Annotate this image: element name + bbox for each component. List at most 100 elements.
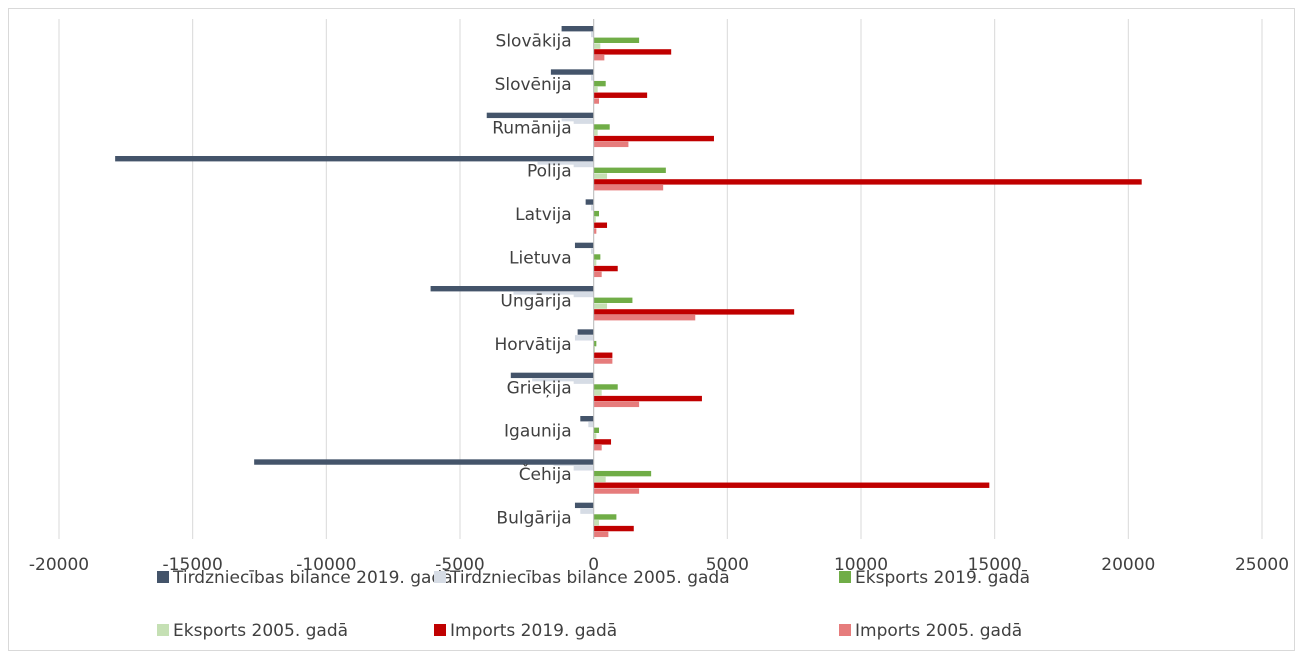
bar-griekija-imports-2019-gada	[593, 395, 702, 402]
bar-ungarija-eksports-2019-gada	[593, 297, 633, 303]
bar-rumanija-eksports-2005-gada	[593, 130, 598, 136]
bar-latvija-tirdzniecibas-bilance-2005-gada	[590, 205, 594, 211]
bar-slovenija-tirdzniecibas-bilance-2005-gada	[590, 75, 594, 81]
category-label-lietuva: Lietuva	[509, 248, 572, 268]
category-label-polija: Polija	[527, 162, 572, 182]
bar-polija-tirdzniecibas-bilance-2005-gada	[537, 161, 594, 168]
x-tick-labels: -20000 -15000 -10000 -5000 0 5000 10000 15000 20…	[29, 555, 1289, 575]
bar-bulgarija-imports-2005-gada	[593, 531, 609, 538]
category-label-bg	[492, 78, 574, 93]
bar-slovenija-tirdzniecibas-bilance-2019-gada	[550, 69, 594, 75]
bar-polija-eksports-2005-gada	[593, 173, 608, 179]
legend-item-eksports-2005-gada: Eksports 2005. gadā	[157, 621, 348, 641]
bar-lietuva-imports-2005-gada	[593, 271, 602, 278]
x-tick-label: -15000	[163, 555, 223, 575]
legend-label: Imports 2019. gadā	[450, 621, 617, 641]
category-label-bg	[490, 121, 574, 137]
bar-polija-tirdzniecibas-bilance-2019-gada	[115, 156, 594, 162]
bar-cehija-eksports-2019-gada	[593, 470, 652, 477]
bar-polija-imports-2019-gada	[593, 179, 1142, 185]
bar-slovenija-eksports-2005-gada	[593, 86, 598, 93]
bar-slovenija-eksports-2019-gada	[593, 80, 606, 87]
bar-griekija-tirdzniecibas-bilance-2005-gada	[532, 378, 594, 384]
legend: Tirdzniecības bilance 2019. gadāTirdznie…	[157, 568, 1030, 641]
gridlines	[58, 19, 1263, 539]
category-group-ungarija	[430, 286, 795, 321]
bar-bulgarija-eksports-2005-gada	[593, 520, 600, 526]
category-group-slovenija	[550, 69, 648, 104]
category-label-bg	[494, 511, 574, 527]
bar-igaunija-tirdzniecibas-bilance-2019-gada	[580, 416, 594, 422]
category-group-cehija	[254, 459, 990, 494]
bar-igaunija-imports-2005-gada	[593, 445, 602, 451]
legend-item-tirdzniecibas-bilance-2019-gada: Tirdzniecības bilance 2019. gadā	[157, 568, 453, 588]
bar-ungarija-imports-2019-gada	[593, 309, 795, 315]
bar-lietuva-tirdzniecibas-bilance-2005-gada	[590, 248, 594, 254]
bar-bulgarija-tirdzniecibas-bilance-2019-gada	[574, 502, 594, 509]
category-label-bg	[525, 164, 574, 180]
bar-lietuva-imports-2019-gada	[593, 265, 618, 272]
bar-slovakija-eksports-2019-gada	[593, 37, 640, 43]
chart-frame: Slovākija Slovēnija Rumānija Polija Latvija L…	[8, 8, 1295, 651]
legend-item-eksports-2019-gada: Eksports 2019. gadā	[839, 568, 1030, 588]
bar-bulgarija-eksports-2019-gada	[593, 514, 617, 520]
bar-bulgarija-imports-2019-gada	[593, 525, 634, 532]
legend-swatch	[434, 624, 446, 636]
bar-horvatija-imports-2005-gada	[593, 358, 613, 364]
bar-rumanija-tirdzniecibas-bilance-2005-gada	[561, 118, 594, 124]
bar-latvija-imports-2005-gada	[593, 228, 597, 234]
x-tick-label: -5000	[435, 555, 484, 575]
legend-swatch	[157, 571, 169, 583]
category-label-igaunija: Igaunija	[504, 422, 572, 442]
x-tick-label: -20000	[29, 555, 89, 575]
legend-label: Imports 2005. gadā	[855, 621, 1022, 641]
bar-rumanija-tirdzniecibas-bilance-2019-gada	[486, 112, 594, 119]
bar-latvija-eksports-2005-gada	[593, 216, 596, 223]
category-label-bg	[498, 294, 574, 310]
category-label-ungarija: Ungārija	[500, 292, 571, 312]
category-label-bg	[504, 381, 574, 397]
bar-lietuva-tirdzniecibas-bilance-2019-gada	[574, 242, 594, 249]
category-group-horvatija	[574, 329, 613, 364]
legend-label: Tirdzniecības bilance 2005. gadā	[449, 568, 730, 588]
bar-latvija-tirdzniecibas-bilance-2019-gada	[585, 199, 594, 205]
category-group-griekija	[510, 372, 702, 408]
bar-cehija-imports-2019-gada	[593, 482, 990, 488]
category-label-bg	[492, 338, 574, 353]
bar-ungarija-tirdzniecibas-bilance-2005-gada	[513, 291, 594, 298]
bar-horvatija-eksports-2005-gada	[593, 346, 596, 353]
bar-horvatija-eksports-2019-gada	[593, 340, 597, 347]
category-label-bg	[502, 424, 574, 440]
category-group-rumanija	[486, 112, 714, 148]
category-label-horvatija: Horvātija	[494, 335, 571, 355]
bar-slovakija-tirdzniecibas-bilance-2019-gada	[561, 26, 594, 32]
category-group-slovakija	[561, 26, 672, 61]
legend-swatch	[434, 571, 446, 583]
bar-slovenija-imports-2019-gada	[593, 92, 648, 98]
legend-swatch	[839, 571, 851, 583]
bar-horvatija-tirdzniecibas-bilance-2019-gada	[577, 329, 594, 335]
bar-igaunija-eksports-2019-gada	[593, 427, 600, 433]
bars	[115, 26, 1142, 538]
bar-griekija-tirdzniecibas-bilance-2019-gada	[510, 372, 594, 379]
bar-igaunija-imports-2019-gada	[593, 439, 612, 445]
x-tick-label: 25000	[1235, 555, 1289, 575]
bar-cehija-imports-2005-gada	[593, 488, 640, 494]
bar-latvija-imports-2019-gada	[593, 222, 608, 228]
category-label-slovenija: Slovēnija	[495, 75, 572, 95]
legend-label: Eksports 2005. gadā	[173, 621, 348, 641]
category-group-polija	[115, 156, 1142, 191]
bar-cehija-eksports-2005-gada	[593, 476, 606, 483]
category-group-bulgarija	[574, 502, 634, 538]
x-tick-label: 5000	[706, 555, 749, 575]
bar-griekija-eksports-2019-gada	[593, 384, 618, 390]
bar-rumanija-eksports-2019-gada	[593, 124, 610, 130]
x-tick-label: 15000	[968, 555, 1022, 575]
bar-horvatija-tirdzniecibas-bilance-2005-gada	[574, 335, 594, 341]
bar-ungarija-imports-2005-gada	[593, 315, 696, 321]
bar-slovenija-imports-2005-gada	[593, 98, 600, 104]
category-labels: Slovākija Slovēnija Rumānija Polija Latvija L…	[490, 32, 574, 528]
legend-item-imports-2019-gada: Imports 2019. gadā	[434, 621, 617, 641]
legend-label: Tirdzniecības bilance 2019. gadā	[172, 568, 453, 588]
bar-latvija-eksports-2019-gada	[593, 210, 600, 217]
